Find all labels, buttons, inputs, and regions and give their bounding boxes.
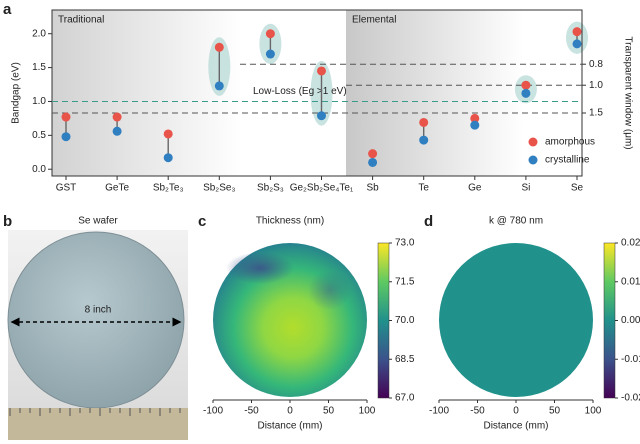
x-tick-label: -100: [203, 406, 223, 417]
panel-label: a: [3, 1, 12, 18]
colorbar-tick-label: 68.5: [395, 354, 415, 365]
x-tick-label: 0: [287, 406, 293, 417]
panel-c: c Thickness (nm) -100 -50 0 50 100 Distance (mm…: [198, 213, 415, 432]
colorbar-tick-label: 70.0: [395, 315, 415, 326]
heatmap-feature: [308, 270, 352, 310]
y-tick-label: 1.0: [32, 96, 46, 107]
panel-title: Thickness (nm): [256, 216, 324, 227]
x-axis-label: Distance (mm): [257, 421, 322, 432]
colorbar-tick-label: 67.0: [395, 393, 415, 404]
x-tick-label: Ge₂Sb₂Se₄Te₁: [290, 183, 354, 194]
x-tick-label: -100: [429, 406, 449, 417]
panel-label: c: [198, 213, 206, 230]
colorbar-tick-label: 71.5: [395, 276, 415, 287]
colorbar: [603, 242, 616, 399]
y-tick-label: 0.0: [32, 164, 46, 175]
panel-title: k @ 780 nm: [489, 216, 543, 227]
x-tick-label: -50: [470, 406, 485, 417]
ruler-ticks: [9, 408, 181, 416]
x-tick-label: Ge: [468, 183, 482, 194]
marker: [265, 49, 275, 59]
colorbar-tick-label: 73.0: [395, 238, 415, 249]
region-shade: [52, 10, 242, 176]
y2-tick-label: 1.5: [589, 108, 603, 119]
marker: [112, 112, 122, 122]
annotation: 8 inch: [85, 305, 112, 316]
marker: [265, 29, 275, 39]
marker: [470, 113, 480, 123]
x-tick-label: 0: [513, 406, 519, 417]
panel-b: b Se wafer 8 inch: [3, 213, 188, 440]
x-tick-label: GST: [56, 183, 77, 194]
marker: [61, 112, 71, 122]
y-tick-label: 1.5: [32, 62, 46, 73]
region-label: Traditional: [58, 15, 104, 26]
x-tick-label: Sb₂Te₃: [153, 183, 184, 194]
x-tick-label: -50: [244, 406, 259, 417]
y-axis-label: Bandgap (eV): [11, 62, 22, 124]
legend-label: amorphous: [545, 137, 595, 148]
x-tick-label: Sb: [366, 183, 379, 194]
legend-marker: [528, 155, 538, 165]
marker: [368, 157, 378, 167]
marker: [61, 132, 71, 142]
threshold-label: Low-Loss (Eg >1 eV): [253, 86, 347, 97]
colorbar-tick-label: 0.02: [621, 238, 640, 249]
marker: [214, 42, 224, 52]
marker: [317, 66, 326, 76]
x-tick-label: Sb₂S₃: [257, 183, 284, 194]
legend-label: crystalline: [545, 155, 590, 166]
colorbar-tick-label: -0.01: [621, 354, 640, 365]
marker: [419, 117, 429, 127]
marker: [470, 120, 480, 130]
marker: [163, 153, 173, 163]
y-tick-label: 0.5: [32, 130, 46, 141]
x-tick-label: Se: [571, 183, 584, 194]
marker: [521, 88, 531, 98]
region-label: Elemental: [352, 15, 396, 26]
heatmap: [439, 243, 593, 397]
plot-frame: [51, 9, 583, 177]
marker: [317, 111, 326, 121]
x-tick-label: Si: [521, 183, 530, 194]
marker: [419, 135, 429, 145]
panel-title: Se wafer: [78, 216, 118, 227]
colorbar-tick-label: 0.01: [621, 276, 640, 287]
x-tick-label: 50: [549, 406, 561, 417]
marker: [572, 39, 582, 49]
panel-d: d k @ 780 nm -100 -50 0 50 100 Distance (mm) -0.…: [424, 213, 640, 432]
x-tick-label: 50: [323, 406, 335, 417]
y-tick-label: 2.0: [32, 28, 46, 39]
marker: [572, 27, 582, 37]
x-tick-label: 100: [585, 406, 602, 417]
y2-tick-label: 0.8: [589, 59, 603, 70]
ruler: [8, 408, 188, 440]
colorbar-tick-label: 0.00: [621, 315, 640, 326]
wafer: [7, 231, 185, 409]
marker: [163, 129, 173, 139]
heatmap-feature: [226, 252, 294, 284]
region-shade: [346, 10, 524, 176]
marker: [521, 80, 531, 90]
legend-marker: [528, 137, 538, 147]
x-tick-label: Sb₂Se₃: [203, 183, 235, 194]
x-tick-label: Te: [418, 183, 429, 194]
colorbar-tick-label: -0.02: [621, 393, 640, 404]
panel-label: d: [424, 213, 433, 230]
panel-label: b: [3, 213, 12, 230]
y2-axis-label: Transparent window (μm): [622, 36, 633, 149]
panel-a: Traditional Elemental 0.0 0.5 1.0 1.5 2.0 0.8 1.…: [3, 1, 633, 194]
x-tick-label: 100: [359, 406, 376, 417]
marker: [112, 126, 122, 136]
marker: [368, 149, 378, 159]
colorbar: [377, 242, 390, 399]
y2-tick-label: 1.0: [589, 80, 603, 91]
x-axis-label: Distance (mm): [483, 421, 548, 432]
x-tick-label: GeTe: [105, 183, 129, 194]
marker: [214, 81, 224, 91]
